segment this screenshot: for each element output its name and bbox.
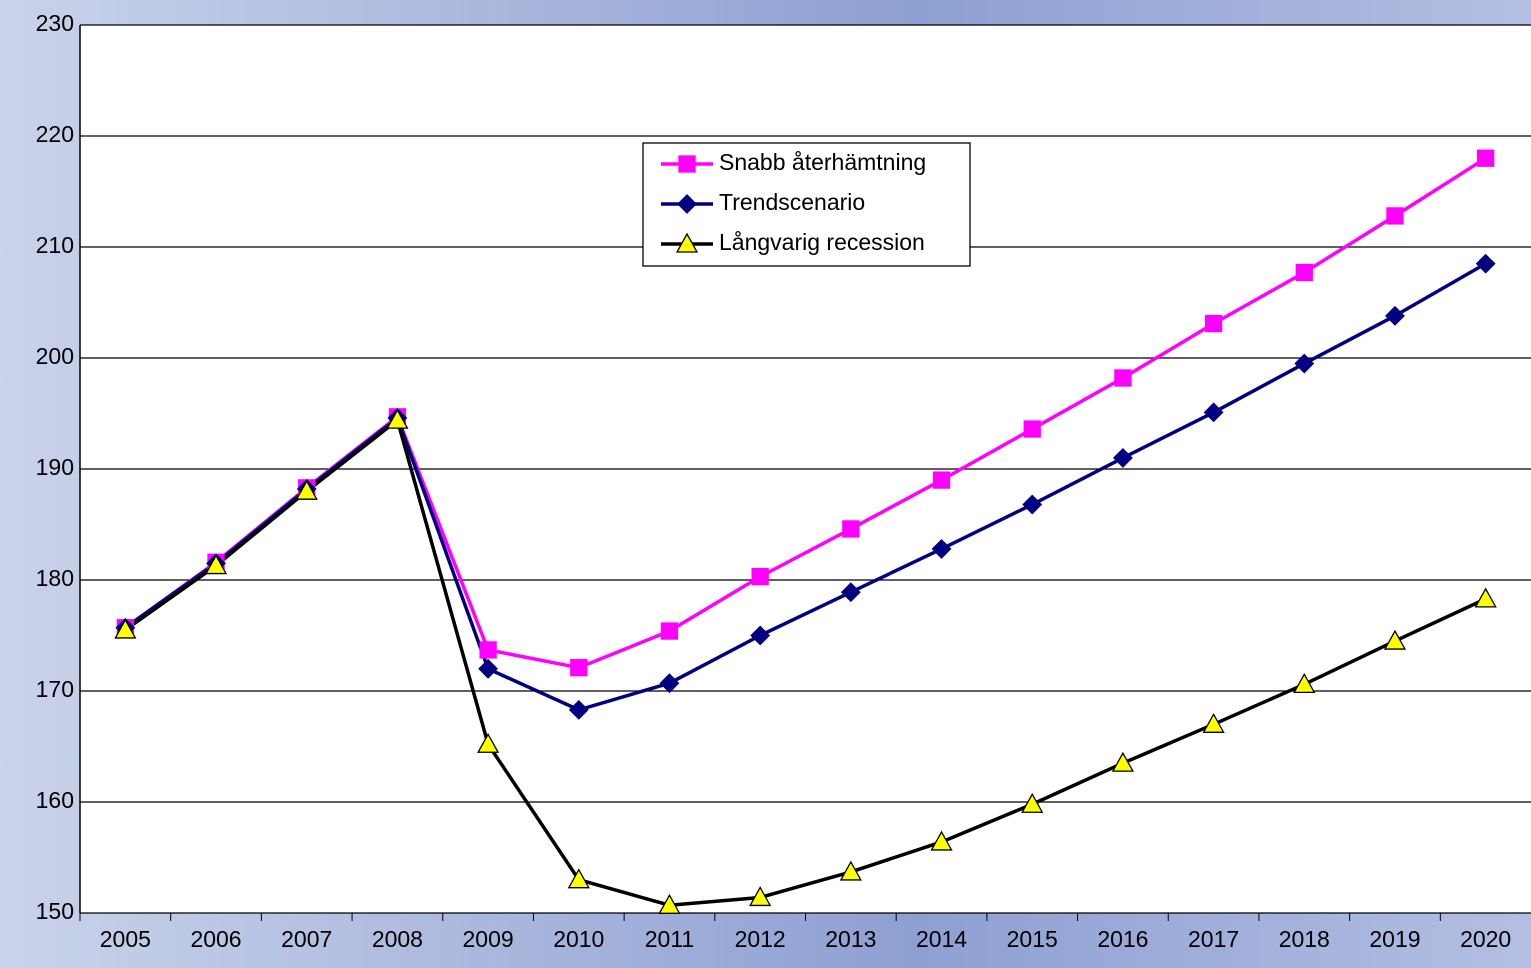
data-point xyxy=(204,554,228,575)
y-tick-label: 230 xyxy=(36,10,74,36)
legend-label: Långvarig recession xyxy=(719,229,925,255)
legend-marker xyxy=(675,232,699,253)
y-tick-label: 220 xyxy=(36,121,74,147)
y-tick-label: 160 xyxy=(36,787,74,813)
data-point xyxy=(1204,314,1223,333)
data-point xyxy=(660,622,679,640)
data-point xyxy=(1112,447,1133,468)
data-point xyxy=(839,860,862,881)
data-point xyxy=(1475,253,1496,274)
data-point xyxy=(1383,629,1407,650)
x-tick-label: 2010 xyxy=(553,926,604,952)
legend-marker xyxy=(677,194,697,214)
data-point xyxy=(570,659,588,677)
y-tick-label: 200 xyxy=(36,343,74,369)
data-point xyxy=(1474,587,1497,608)
x-tick-label: 2008 xyxy=(372,926,423,952)
legend-label: Snabb återhämtning xyxy=(719,149,926,175)
x-tick-label: 2007 xyxy=(281,926,332,952)
legend: Snabb återhämtning Trendscenario Långvarig… xyxy=(642,142,971,267)
data-point xyxy=(476,732,500,753)
x-tick-label: 2005 xyxy=(100,926,151,952)
x-tick-label: 2012 xyxy=(735,926,786,952)
data-point xyxy=(295,479,318,500)
data-point xyxy=(1293,673,1316,693)
data-point xyxy=(931,539,952,559)
x-tick-label: 2020 xyxy=(1460,926,1511,952)
y-tick-label: 170 xyxy=(36,676,74,702)
legend-marker xyxy=(678,155,696,173)
x-tick-label: 2014 xyxy=(916,926,967,952)
x-tick-label: 2016 xyxy=(1097,926,1148,952)
data-point xyxy=(750,625,771,646)
y-tick-label: 190 xyxy=(36,454,74,480)
data-point xyxy=(930,830,953,851)
data-point xyxy=(1202,712,1225,733)
data-point xyxy=(659,673,680,694)
data-point xyxy=(1021,792,1044,813)
data-point xyxy=(114,618,137,639)
data-point xyxy=(658,893,681,914)
x-tick-label: 2017 xyxy=(1188,926,1239,952)
x-tick-label: 2006 xyxy=(190,926,241,952)
data-point xyxy=(568,699,589,720)
data-point xyxy=(842,520,860,538)
data-point xyxy=(1111,751,1135,772)
data-point xyxy=(1023,420,1041,438)
x-tick-label: 2015 xyxy=(1007,926,1058,952)
data-point xyxy=(1114,369,1132,387)
data-point xyxy=(386,408,409,429)
data-point xyxy=(1477,149,1495,167)
data-point xyxy=(751,568,769,586)
data-point xyxy=(1386,207,1404,225)
data-point xyxy=(932,471,951,489)
y-tick-label: 180 xyxy=(36,565,74,591)
y-tick-label: 150 xyxy=(36,898,74,924)
series-line xyxy=(124,417,1487,908)
data-point xyxy=(1385,305,1405,326)
data-point xyxy=(567,868,590,889)
data-point xyxy=(1022,494,1043,515)
x-tick-label: 2013 xyxy=(825,926,876,952)
data-point xyxy=(1295,263,1313,282)
data-point xyxy=(1203,402,1224,423)
data-point xyxy=(479,641,497,659)
data-point xyxy=(478,658,499,679)
data-point xyxy=(1294,353,1315,374)
x-tick-label: 2018 xyxy=(1279,926,1330,952)
data-point xyxy=(749,886,772,907)
data-point xyxy=(840,582,861,603)
y-tick-label: 210 xyxy=(36,232,74,258)
legend-label: Trendscenario xyxy=(719,189,865,215)
x-tick-label: 2019 xyxy=(1369,926,1420,952)
x-tick-label: 2009 xyxy=(463,926,514,952)
x-tick-label: 2011 xyxy=(645,926,694,952)
